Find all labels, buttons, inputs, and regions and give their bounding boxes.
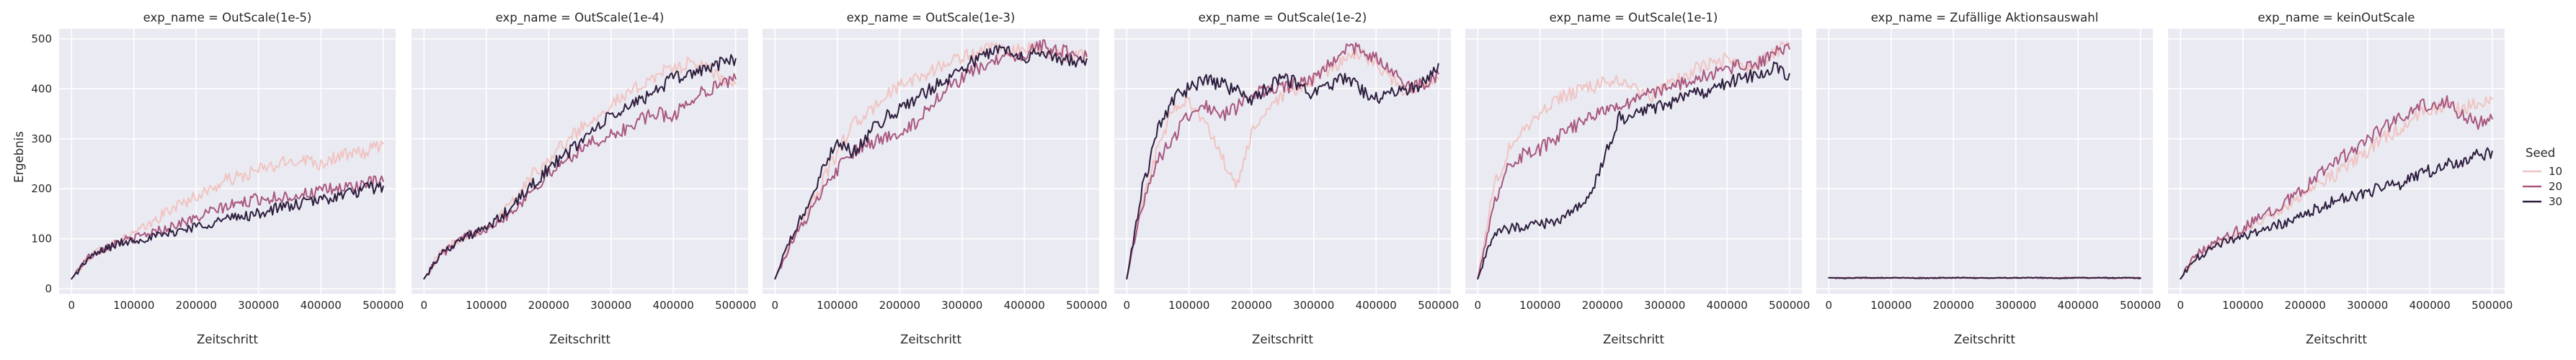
x-tick-label: 300000 — [590, 299, 631, 312]
panel-background — [2168, 29, 2505, 294]
facet-panel: 0 100000 200000 300000 400000 500000 exp_name … — [412, 11, 756, 346]
y-axis-label: Ergebnis — [12, 131, 26, 183]
panel-title: exp_name = OutScale(1e-3) — [847, 11, 1016, 25]
facet-panel: 0 100000 200000 300000 400000 500000 exp_name … — [1465, 11, 1810, 346]
x-tick-label: 0 — [772, 299, 779, 312]
x-tick-label: 300000 — [1995, 299, 2036, 312]
series-line-seed-30 — [423, 54, 737, 280]
x-tick-label: 500000 — [1066, 299, 1107, 312]
panel-background — [1816, 29, 2153, 294]
panel-title: exp_name = OutScale(1e-1) — [1550, 11, 1718, 25]
x-tick-label: 0 — [68, 299, 76, 312]
x-tick-label: 400000 — [653, 299, 694, 312]
legend-label-seed-10: 10 — [2549, 165, 2562, 178]
series-line-seed-30 — [1477, 61, 1790, 280]
x-tick-label: 100000 — [1168, 299, 1209, 312]
legend-label-seed-20: 20 — [2549, 180, 2562, 193]
y-tick-label: 0 — [45, 282, 52, 295]
x-tick-label: 200000 — [1933, 299, 1974, 312]
x-tick-label: 100000 — [2222, 299, 2263, 312]
x-tick-label: 100000 — [817, 299, 858, 312]
x-tick-label: 500000 — [715, 299, 756, 312]
series-line-seed-30 — [2180, 147, 2493, 280]
x-tick-label: 100000 — [113, 299, 154, 312]
y-tick-label: 200 — [31, 182, 52, 195]
x-tick-label: 400000 — [2058, 299, 2099, 312]
x-tick-label: 300000 — [238, 299, 279, 312]
x-tick-label: 500000 — [363, 299, 404, 312]
x-tick-label: 400000 — [1356, 299, 1397, 312]
x-tick-label: 0 — [2177, 299, 2185, 312]
series-line-seed-10 — [1126, 48, 1439, 280]
panel-title: exp_name = OutScale(1e-5) — [143, 11, 312, 25]
series-line-seed-20 — [1126, 42, 1439, 280]
x-tick-label: 100000 — [1519, 299, 1560, 312]
x-tick-label: 200000 — [1582, 299, 1623, 312]
x-tick-label: 500000 — [2120, 299, 2161, 312]
series-line-seed-30 — [1828, 276, 2141, 279]
facet-panel: 0 100000 200000 300000 400000 500000 0 100 200 30… — [31, 11, 404, 346]
series-line-seed-10 — [1477, 41, 1790, 280]
x-tick-label: 200000 — [1231, 299, 1272, 312]
x-tick-label: 200000 — [879, 299, 920, 312]
y-tick-label: 300 — [31, 132, 52, 145]
panel-title: exp_name = keinOutScale — [2258, 11, 2415, 25]
x-axis-label: Zeitschritt — [1603, 333, 1664, 346]
x-tick-label: 0 — [1124, 299, 1131, 312]
facet-panel: 0 100000 200000 300000 400000 500000 exp_name … — [2168, 11, 2513, 346]
y-tick-label: 400 — [31, 82, 52, 95]
panel-title: exp_name = Zufällige Aktionsauswahl — [1871, 11, 2099, 25]
x-tick-label: 300000 — [2347, 299, 2388, 312]
x-axis-label: Zeitschritt — [1954, 333, 2015, 346]
y-tick-label: 500 — [31, 32, 52, 45]
facet-panel: 0 100000 200000 300000 400000 500000 exp_name … — [1816, 11, 2161, 346]
panel-title: exp_name = OutScale(1e-4) — [496, 11, 665, 25]
facet-panel: 0 100000 200000 300000 400000 500000 exp_name … — [1114, 11, 1459, 346]
x-tick-label: 100000 — [466, 299, 507, 312]
y-tick-label: 100 — [31, 233, 52, 246]
x-axis-label: Zeitschritt — [2306, 333, 2367, 346]
x-tick-label: 400000 — [1707, 299, 1748, 312]
legend-label-seed-30: 30 — [2549, 195, 2562, 208]
x-tick-label: 400000 — [301, 299, 342, 312]
series-line-seed-20 — [774, 39, 1088, 280]
x-tick-label: 500000 — [1418, 299, 1459, 312]
x-axis-label: Zeitschritt — [1252, 333, 1313, 346]
x-axis-label: Zeitschritt — [197, 333, 258, 346]
x-tick-label: 300000 — [1644, 299, 1685, 312]
panel-background — [1114, 29, 1451, 294]
series-line-seed-30 — [1126, 63, 1439, 280]
x-tick-label: 300000 — [941, 299, 982, 312]
series-line-seed-20 — [423, 73, 737, 280]
series-line-seed-20 — [1477, 43, 1790, 280]
x-tick-label: 500000 — [2471, 299, 2513, 312]
x-tick-label: 0 — [1826, 299, 1833, 312]
x-axis-label: Zeitschritt — [549, 333, 610, 346]
legend-title: Seed — [2526, 146, 2555, 160]
x-tick-label: 400000 — [2410, 299, 2451, 312]
x-tick-label: 0 — [421, 299, 428, 312]
x-tick-label: 200000 — [528, 299, 569, 312]
panel-background — [763, 29, 1099, 294]
x-tick-label: 400000 — [1004, 299, 1045, 312]
legend: Seed 10 20 30 — [2523, 146, 2562, 208]
series-line-seed-20 — [71, 175, 384, 280]
x-tick-label: 200000 — [2285, 299, 2326, 312]
x-tick-label: 200000 — [176, 299, 217, 312]
x-tick-label: 0 — [1475, 299, 1482, 312]
x-tick-label: 500000 — [1769, 299, 1810, 312]
series-line-seed-30 — [71, 181, 384, 280]
panel-title: exp_name = OutScale(1e-2) — [1199, 11, 1367, 25]
x-tick-label: 300000 — [1293, 299, 1334, 312]
chart-panels: 0 100000 200000 300000 400000 500000010020030… — [31, 11, 2513, 346]
panel-background — [412, 29, 748, 294]
series-line-seed-30 — [774, 45, 1088, 280]
x-tick-label: 100000 — [1870, 299, 1911, 312]
x-axis-label: Zeitschritt — [900, 333, 961, 346]
series-line-seed-10 — [71, 140, 384, 280]
facet-panel: 0 100000 200000 300000 400000 500000 exp_name … — [763, 11, 1107, 346]
panel-background — [59, 29, 396, 294]
